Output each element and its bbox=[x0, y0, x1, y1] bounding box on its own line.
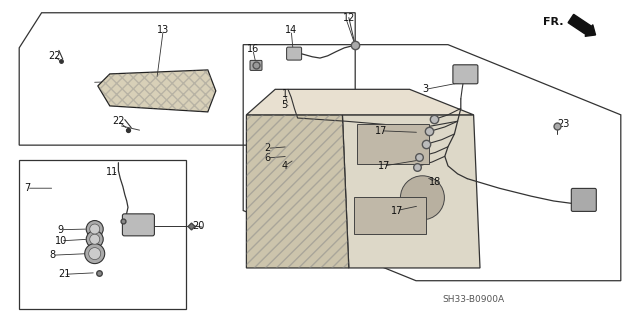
Circle shape bbox=[84, 244, 105, 263]
Text: 3: 3 bbox=[422, 84, 429, 94]
FancyBboxPatch shape bbox=[572, 189, 596, 211]
FancyBboxPatch shape bbox=[250, 60, 262, 70]
FancyBboxPatch shape bbox=[357, 124, 429, 164]
Text: 13: 13 bbox=[157, 25, 170, 35]
Text: 9: 9 bbox=[58, 225, 64, 235]
Text: 6: 6 bbox=[264, 153, 271, 163]
Circle shape bbox=[86, 220, 103, 238]
Text: 17: 17 bbox=[390, 205, 403, 216]
FancyBboxPatch shape bbox=[122, 214, 154, 236]
Circle shape bbox=[401, 176, 444, 220]
Polygon shape bbox=[246, 115, 349, 268]
Polygon shape bbox=[98, 70, 216, 112]
Text: 17: 17 bbox=[374, 126, 387, 136]
Polygon shape bbox=[342, 115, 480, 268]
Text: 5: 5 bbox=[282, 100, 288, 110]
Circle shape bbox=[90, 224, 100, 234]
Circle shape bbox=[86, 231, 103, 248]
FancyBboxPatch shape bbox=[354, 197, 426, 234]
Text: 14: 14 bbox=[285, 25, 298, 35]
Text: 16: 16 bbox=[246, 44, 259, 55]
Text: 10: 10 bbox=[54, 236, 67, 246]
Text: 2: 2 bbox=[264, 143, 271, 153]
Text: 22: 22 bbox=[112, 116, 125, 126]
Text: 18: 18 bbox=[429, 177, 442, 187]
Text: 20: 20 bbox=[192, 221, 205, 232]
Text: 17: 17 bbox=[378, 161, 390, 171]
Polygon shape bbox=[246, 89, 474, 115]
Text: 23: 23 bbox=[557, 119, 570, 130]
Text: FR.: FR. bbox=[543, 17, 563, 27]
Text: 11: 11 bbox=[106, 167, 118, 177]
FancyBboxPatch shape bbox=[453, 65, 478, 84]
Text: 4: 4 bbox=[282, 161, 288, 171]
Text: 19: 19 bbox=[141, 217, 154, 227]
Text: 1: 1 bbox=[282, 89, 288, 99]
Text: 21: 21 bbox=[58, 269, 70, 279]
Text: SH33-B0900A: SH33-B0900A bbox=[442, 295, 505, 304]
FancyBboxPatch shape bbox=[287, 47, 301, 60]
Circle shape bbox=[89, 248, 100, 260]
Text: 8: 8 bbox=[49, 250, 56, 260]
FancyArrow shape bbox=[568, 14, 596, 36]
Text: 15: 15 bbox=[582, 193, 595, 203]
Circle shape bbox=[90, 234, 100, 244]
Text: 7: 7 bbox=[24, 183, 30, 193]
Text: 12: 12 bbox=[342, 12, 355, 23]
Text: 22: 22 bbox=[48, 51, 61, 61]
